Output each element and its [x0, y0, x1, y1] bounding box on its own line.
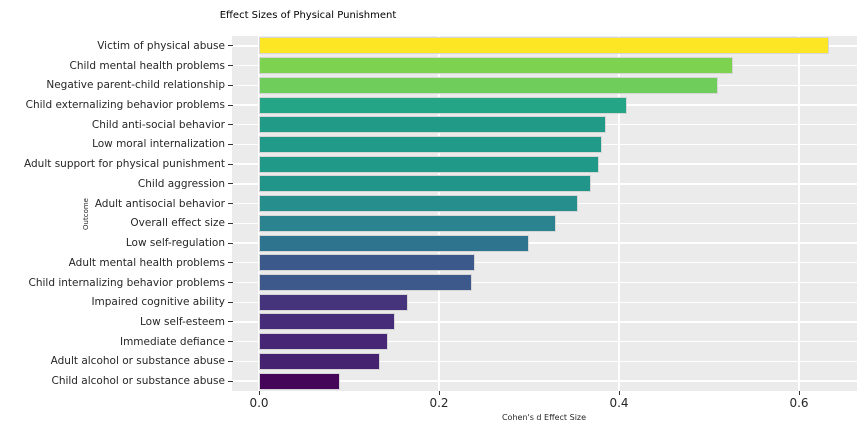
horizontal-gridline: [232, 340, 857, 343]
y-tick-mark: [228, 301, 233, 303]
y-tick-label: Negative parent-child relationship: [46, 79, 225, 92]
horizontal-gridline: [232, 360, 857, 363]
horizontal-gridline: [232, 262, 857, 264]
plot-area: [232, 36, 857, 391]
y-tick-mark: [228, 321, 233, 323]
y-tick-mark: [228, 222, 233, 224]
vertical-gridline: [438, 36, 440, 391]
y-tick-mark: [228, 183, 233, 185]
y-tick-mark: [228, 262, 233, 264]
bar: [259, 333, 388, 351]
bar: [259, 352, 380, 370]
x-tick-label: 0.0: [249, 396, 269, 410]
y-tick-label: Low self-regulation: [125, 237, 225, 250]
y-axis-title: Outcome: [82, 198, 90, 230]
y-tick-mark: [228, 380, 233, 382]
bar: [259, 96, 628, 114]
x-tick-mark: [799, 391, 800, 395]
bar: [259, 313, 395, 331]
y-tick-label: Child mental health problems: [69, 59, 225, 72]
y-tick-label: Low moral internalization: [92, 138, 225, 151]
y-tick-label: Overall effect size: [130, 217, 225, 230]
bar: [259, 214, 556, 232]
bar: [259, 155, 600, 173]
y-tick-label: Child aggression: [137, 177, 225, 190]
horizontal-gridline: [232, 301, 857, 303]
y-tick-label: Immediate defiance: [119, 335, 225, 348]
y-tick-mark: [228, 84, 233, 86]
bar: [259, 135, 602, 153]
y-tick-mark: [228, 282, 233, 284]
y-tick-mark: [228, 203, 233, 205]
y-tick-label: Child internalizing behavior problems: [28, 276, 225, 289]
bar: [259, 293, 409, 311]
vertical-gridline: [798, 36, 800, 391]
bar: [259, 372, 340, 390]
y-tick-mark: [228, 341, 233, 343]
bar: [259, 234, 529, 252]
bar: [259, 57, 734, 75]
bar: [259, 195, 578, 213]
y-tick-label: Impaired cognitive ability: [91, 296, 225, 309]
y-tick-mark: [228, 124, 233, 126]
y-tick-mark: [228, 45, 233, 47]
y-tick-mark: [228, 65, 233, 67]
horizontal-gridline: [232, 380, 857, 382]
bar: [259, 254, 475, 272]
vertical-gridline: [258, 36, 260, 391]
y-tick-label: Victim of physical abuse: [97, 39, 225, 52]
bar: [259, 274, 473, 292]
x-axis-title: Cohen's d Effect Size: [501, 413, 587, 422]
x-tick-mark: [259, 391, 260, 395]
y-tick-mark: [228, 242, 233, 244]
chart-title: Effect Sizes of Physical Punishment: [219, 10, 397, 21]
y-tick-label: Adult alcohol or substance abuse: [50, 355, 225, 368]
horizontal-gridline: [232, 321, 857, 323]
y-tick-label: Low self-esteem: [140, 315, 225, 328]
bar: [259, 37, 829, 55]
y-tick-label: Child externalizing behavior problems: [25, 99, 225, 112]
y-tick-label: Adult mental health problems: [68, 256, 225, 269]
y-tick-label: Adult antisocial behavior: [94, 197, 225, 210]
bar: [259, 76, 718, 94]
y-tick-mark: [228, 163, 233, 165]
y-tick-label: Child alcohol or substance abuse: [51, 375, 225, 388]
y-tick-label: Child anti-social behavior: [91, 118, 225, 131]
x-tick-label: 0.6: [789, 396, 809, 410]
x-tick-label: 0.4: [609, 396, 629, 410]
horizontal-gridline: [232, 242, 857, 244]
y-tick-label: Adult support for physical punishment: [24, 158, 225, 171]
horizontal-gridline: [232, 281, 857, 284]
bar: [259, 116, 607, 134]
vertical-gridline: [618, 36, 620, 391]
bar: [259, 175, 592, 193]
x-tick-mark: [619, 391, 620, 395]
y-tick-mark: [228, 104, 233, 106]
x-tick-label: 0.2: [429, 396, 449, 410]
x-tick-mark: [439, 391, 440, 395]
y-tick-mark: [228, 143, 233, 145]
y-tick-mark: [228, 360, 233, 362]
